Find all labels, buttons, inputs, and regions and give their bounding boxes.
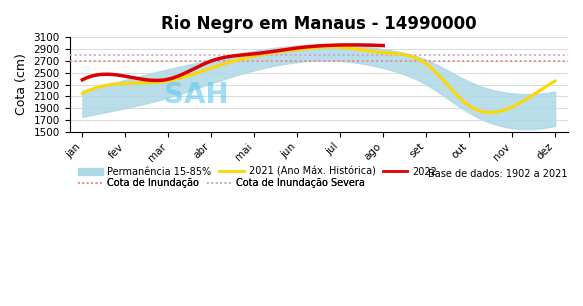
Text: SAH: SAH [164, 81, 229, 109]
Title: Rio Negro em Manaus - 14990000: Rio Negro em Manaus - 14990000 [161, 15, 476, 33]
Y-axis label: Cota (cm): Cota (cm) [15, 54, 28, 115]
Text: Base de dados: 1902 a 2021: Base de dados: 1902 a 2021 [429, 170, 568, 179]
Legend: Cota de Inundação, Cota de Inundação Severa: Cota de Inundação, Cota de Inundação Sev… [75, 174, 369, 192]
